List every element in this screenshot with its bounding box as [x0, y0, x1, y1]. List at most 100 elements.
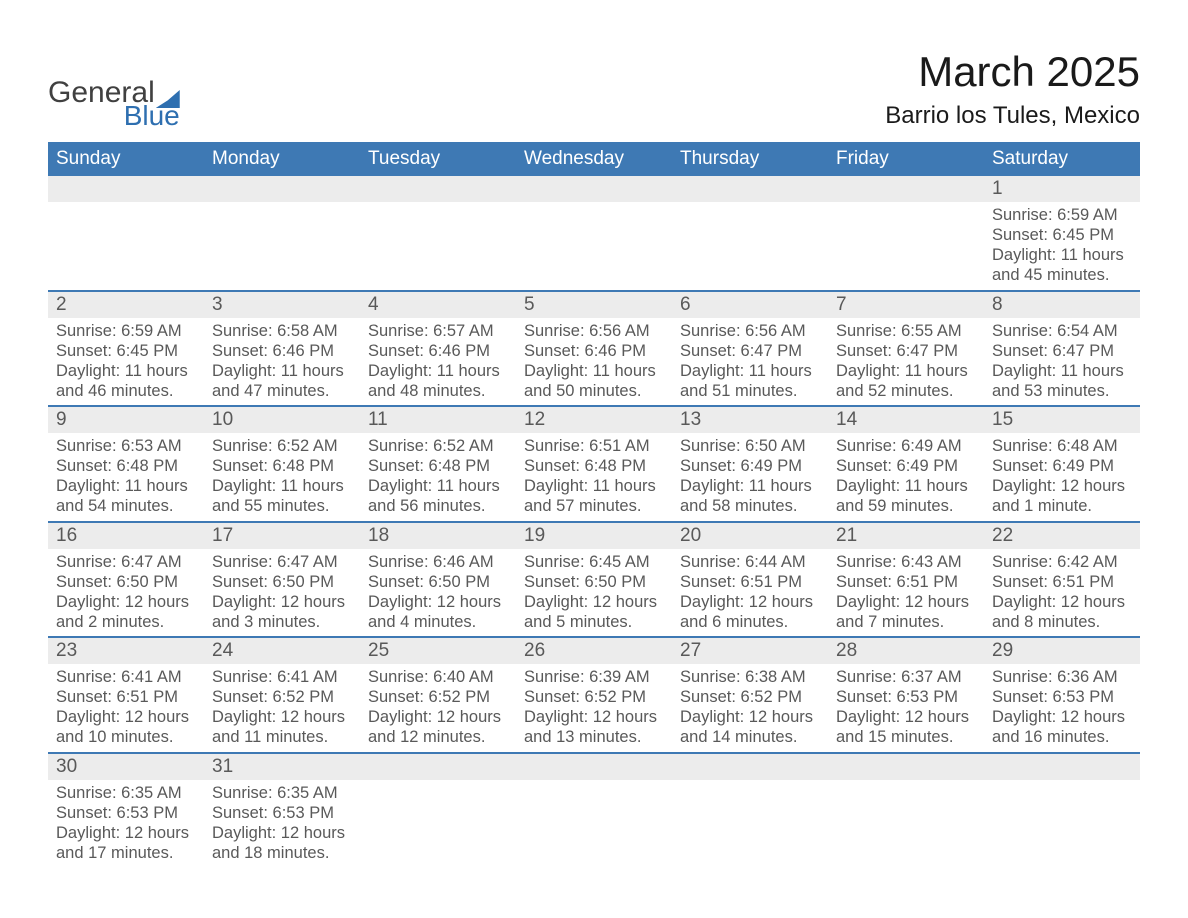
- day-detail-cell: [828, 780, 984, 868]
- daylight-text: Daylight: 12 hours and 3 minutes.: [212, 592, 352, 632]
- sunset-text: Sunset: 6:50 PM: [56, 572, 196, 592]
- day-number-cell: 2: [48, 291, 204, 318]
- day-number-cell: 4: [360, 291, 516, 318]
- day-number-cell: 20: [672, 522, 828, 549]
- day-number-cell: [204, 176, 360, 202]
- daylight-text: Daylight: 12 hours and 11 minutes.: [212, 707, 352, 747]
- day-number-cell: 10: [204, 406, 360, 433]
- daylight-text: Daylight: 12 hours and 14 minutes.: [680, 707, 820, 747]
- day-detail-cell: Sunrise: 6:53 AMSunset: 6:48 PMDaylight:…: [48, 433, 204, 522]
- day-number-cell: 3: [204, 291, 360, 318]
- sunset-text: Sunset: 6:51 PM: [680, 572, 820, 592]
- day-number-cell: 26: [516, 637, 672, 664]
- sunrise-text: Sunrise: 6:59 AM: [56, 321, 196, 341]
- day-detail-cell: Sunrise: 6:35 AMSunset: 6:53 PMDaylight:…: [48, 780, 204, 868]
- day-detail-cell: [984, 780, 1140, 868]
- sunset-text: Sunset: 6:48 PM: [368, 456, 508, 476]
- sunset-text: Sunset: 6:51 PM: [836, 572, 976, 592]
- day-detail-cell: [828, 202, 984, 291]
- sunset-text: Sunset: 6:49 PM: [680, 456, 820, 476]
- sunrise-text: Sunrise: 6:39 AM: [524, 667, 664, 687]
- sunrise-text: Sunrise: 6:58 AM: [212, 321, 352, 341]
- sunrise-text: Sunrise: 6:53 AM: [56, 436, 196, 456]
- day-detail-cell: Sunrise: 6:45 AMSunset: 6:50 PMDaylight:…: [516, 549, 672, 638]
- daylight-text: Daylight: 12 hours and 13 minutes.: [524, 707, 664, 747]
- day-number-cell: 19: [516, 522, 672, 549]
- day-detail-cell: Sunrise: 6:47 AMSunset: 6:50 PMDaylight:…: [204, 549, 360, 638]
- day-number-cell: 22: [984, 522, 1140, 549]
- daylight-text: Daylight: 11 hours and 58 minutes.: [680, 476, 820, 516]
- daylight-text: Daylight: 11 hours and 56 minutes.: [368, 476, 508, 516]
- daylight-text: Daylight: 12 hours and 16 minutes.: [992, 707, 1132, 747]
- sunrise-text: Sunrise: 6:42 AM: [992, 552, 1132, 572]
- sunrise-text: Sunrise: 6:36 AM: [992, 667, 1132, 687]
- day-number-row: 16171819202122: [48, 522, 1140, 549]
- weekday-header: Wednesday: [516, 142, 672, 176]
- day-detail-cell: Sunrise: 6:56 AMSunset: 6:47 PMDaylight:…: [672, 318, 828, 407]
- daylight-text: Daylight: 11 hours and 57 minutes.: [524, 476, 664, 516]
- daylight-text: Daylight: 12 hours and 4 minutes.: [368, 592, 508, 632]
- daylight-text: Daylight: 12 hours and 10 minutes.: [56, 707, 196, 747]
- day-detail-cell: [672, 202, 828, 291]
- sunrise-text: Sunrise: 6:43 AM: [836, 552, 976, 572]
- day-detail-cell: Sunrise: 6:38 AMSunset: 6:52 PMDaylight:…: [672, 664, 828, 753]
- day-detail-cell: Sunrise: 6:52 AMSunset: 6:48 PMDaylight:…: [360, 433, 516, 522]
- day-detail-cell: Sunrise: 6:41 AMSunset: 6:51 PMDaylight:…: [48, 664, 204, 753]
- day-detail-cell: Sunrise: 6:56 AMSunset: 6:46 PMDaylight:…: [516, 318, 672, 407]
- sunset-text: Sunset: 6:53 PM: [212, 803, 352, 823]
- day-detail-cell: Sunrise: 6:41 AMSunset: 6:52 PMDaylight:…: [204, 664, 360, 753]
- day-detail-row: Sunrise: 6:59 AMSunset: 6:45 PMDaylight:…: [48, 202, 1140, 291]
- daylight-text: Daylight: 12 hours and 7 minutes.: [836, 592, 976, 632]
- daylight-text: Daylight: 11 hours and 46 minutes.: [56, 361, 196, 401]
- day-number-cell: 9: [48, 406, 204, 433]
- sunset-text: Sunset: 6:53 PM: [992, 687, 1132, 707]
- day-detail-cell: Sunrise: 6:44 AMSunset: 6:51 PMDaylight:…: [672, 549, 828, 638]
- day-detail-cell: Sunrise: 6:35 AMSunset: 6:53 PMDaylight:…: [204, 780, 360, 868]
- day-number-cell: 27: [672, 637, 828, 664]
- sunset-text: Sunset: 6:45 PM: [992, 225, 1132, 245]
- day-number-row: 9101112131415: [48, 406, 1140, 433]
- daylight-text: Daylight: 11 hours and 50 minutes.: [524, 361, 664, 401]
- day-number-row: 2345678: [48, 291, 1140, 318]
- day-number-row: 3031: [48, 753, 1140, 780]
- sunset-text: Sunset: 6:49 PM: [836, 456, 976, 476]
- day-number-cell: 17: [204, 522, 360, 549]
- day-detail-cell: Sunrise: 6:46 AMSunset: 6:50 PMDaylight:…: [360, 549, 516, 638]
- sunset-text: Sunset: 6:50 PM: [524, 572, 664, 592]
- sunset-text: Sunset: 6:47 PM: [680, 341, 820, 361]
- sunset-text: Sunset: 6:52 PM: [680, 687, 820, 707]
- day-detail-cell: Sunrise: 6:52 AMSunset: 6:48 PMDaylight:…: [204, 433, 360, 522]
- day-detail-cell: Sunrise: 6:58 AMSunset: 6:46 PMDaylight:…: [204, 318, 360, 407]
- daylight-text: Daylight: 11 hours and 55 minutes.: [212, 476, 352, 516]
- weekday-header: Friday: [828, 142, 984, 176]
- day-detail-cell: Sunrise: 6:49 AMSunset: 6:49 PMDaylight:…: [828, 433, 984, 522]
- logo: General Blue: [48, 78, 180, 130]
- calendar-table: Sunday Monday Tuesday Wednesday Thursday…: [48, 142, 1140, 867]
- day-number-cell: [516, 753, 672, 780]
- sunrise-text: Sunrise: 6:40 AM: [368, 667, 508, 687]
- day-detail-row: Sunrise: 6:41 AMSunset: 6:51 PMDaylight:…: [48, 664, 1140, 753]
- daylight-text: Daylight: 12 hours and 18 minutes.: [212, 823, 352, 863]
- day-number-cell: 31: [204, 753, 360, 780]
- sunrise-text: Sunrise: 6:49 AM: [836, 436, 976, 456]
- day-number-cell: 11: [360, 406, 516, 433]
- day-number-cell: 12: [516, 406, 672, 433]
- sunset-text: Sunset: 6:53 PM: [56, 803, 196, 823]
- sunrise-text: Sunrise: 6:41 AM: [212, 667, 352, 687]
- day-detail-cell: Sunrise: 6:55 AMSunset: 6:47 PMDaylight:…: [828, 318, 984, 407]
- header: General Blue March 2025 Barrio los Tules…: [48, 48, 1140, 130]
- daylight-text: Daylight: 12 hours and 5 minutes.: [524, 592, 664, 632]
- sunrise-text: Sunrise: 6:59 AM: [992, 205, 1132, 225]
- daylight-text: Daylight: 12 hours and 8 minutes.: [992, 592, 1132, 632]
- day-number-cell: 14: [828, 406, 984, 433]
- day-number-cell: 13: [672, 406, 828, 433]
- month-title: March 2025: [885, 48, 1140, 96]
- sunrise-text: Sunrise: 6:45 AM: [524, 552, 664, 572]
- daylight-text: Daylight: 12 hours and 2 minutes.: [56, 592, 196, 632]
- daylight-text: Daylight: 12 hours and 15 minutes.: [836, 707, 976, 747]
- sunset-text: Sunset: 6:48 PM: [212, 456, 352, 476]
- day-number-cell: [360, 753, 516, 780]
- day-detail-cell: Sunrise: 6:51 AMSunset: 6:48 PMDaylight:…: [516, 433, 672, 522]
- daylight-text: Daylight: 12 hours and 6 minutes.: [680, 592, 820, 632]
- sunset-text: Sunset: 6:45 PM: [56, 341, 196, 361]
